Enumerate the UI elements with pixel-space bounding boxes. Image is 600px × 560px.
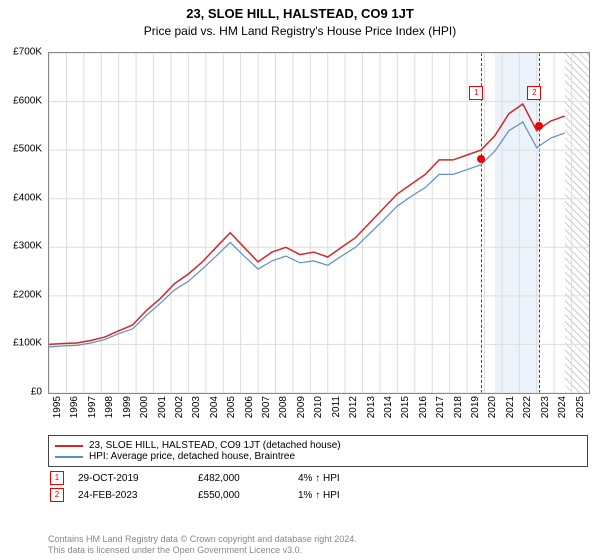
x-axis: 1995 1996 1997 1998 1999 2000 2001 2002 2003 2004…: [48, 394, 588, 434]
sale-marker-box: 1: [469, 86, 483, 100]
sale-pct: 1% ↑ HPI: [298, 490, 340, 501]
x-tick-label: 2023: [540, 396, 551, 418]
legend-swatch: [55, 456, 83, 458]
sale-date: 29-OCT-2019: [78, 473, 198, 484]
sale-dot: [535, 122, 543, 130]
x-tick-label: 2002: [174, 396, 185, 418]
x-tick-label: 2013: [366, 396, 377, 418]
footer-line-1: Contains HM Land Registry data © Crown c…: [48, 534, 588, 545]
y-tick-label: £500K: [13, 144, 42, 155]
sale-dot: [477, 155, 485, 163]
y-tick-label: £400K: [13, 192, 42, 203]
chart-plot-area: 12: [48, 52, 590, 394]
x-tick-label: 1995: [52, 396, 63, 418]
legend-row: 23, SLOE HILL, HALSTEAD, CO9 1JT (detach…: [55, 440, 581, 451]
x-tick-label: 2005: [226, 396, 237, 418]
sale-price: £482,000: [198, 473, 298, 484]
sale-row: 1 29-OCT-2019£482,0004% ↑ HPI: [48, 471, 588, 485]
x-tick-label: 2004: [209, 396, 220, 418]
x-tick-label: 1997: [87, 396, 98, 418]
x-tick-label: 2021: [505, 396, 516, 418]
x-tick-label: 2001: [157, 396, 168, 418]
sale-number-icon: 2: [50, 488, 64, 502]
y-tick-label: £100K: [13, 338, 42, 349]
x-tick-label: 1998: [104, 396, 115, 418]
legend-label: 23, SLOE HILL, HALSTEAD, CO9 1JT (detach…: [89, 440, 341, 451]
x-tick-label: 1996: [69, 396, 80, 418]
sale-date: 24-FEB-2023: [78, 490, 198, 501]
x-tick-label: 2011: [331, 396, 342, 418]
legend-label: HPI: Average price, detached house, Brai…: [89, 451, 295, 462]
x-tick-label: 2024: [557, 396, 568, 418]
y-axis: £0£100K£200K£300K£400K£500K£600K£700K: [0, 52, 48, 392]
x-tick-label: 2022: [522, 396, 533, 418]
sale-price: £550,000: [198, 490, 298, 501]
legend-box: 23, SLOE HILL, HALSTEAD, CO9 1JT (detach…: [48, 435, 588, 467]
x-tick-label: 2010: [313, 396, 324, 418]
x-tick-label: 2020: [487, 396, 498, 418]
x-tick-label: 2017: [435, 396, 446, 418]
x-tick-label: 1999: [122, 396, 133, 418]
x-tick-label: 2016: [418, 396, 429, 418]
legend-swatch: [55, 445, 83, 447]
x-tick-label: 2018: [453, 396, 464, 418]
y-tick-label: £700K: [13, 47, 42, 58]
y-tick-label: £600K: [13, 95, 42, 106]
footer: Contains HM Land Registry data © Crown c…: [48, 534, 588, 556]
x-tick-label: 2006: [244, 396, 255, 418]
chart-title: 23, SLOE HILL, HALSTEAD, CO9 1JT: [0, 6, 600, 21]
x-tick-label: 2019: [470, 396, 481, 418]
x-tick-label: 2015: [400, 396, 411, 418]
x-tick-label: 2009: [296, 396, 307, 418]
x-tick-label: 2025: [575, 396, 586, 418]
legend-row: HPI: Average price, detached house, Brai…: [55, 451, 581, 462]
x-tick-label: 2008: [278, 396, 289, 418]
x-tick-label: 2003: [191, 396, 202, 418]
sale-pct: 4% ↑ HPI: [298, 473, 340, 484]
sale-marker-box: 2: [527, 86, 541, 100]
x-tick-label: 2000: [139, 396, 150, 418]
legend-area: 23, SLOE HILL, HALSTEAD, CO9 1JT (detach…: [48, 435, 588, 505]
sale-number-icon: 1: [50, 471, 64, 485]
footer-line-2: This data is licensed under the Open Gov…: [48, 545, 588, 556]
x-tick-label: 2014: [383, 396, 394, 418]
sale-row: 2 24-FEB-2023£550,0001% ↑ HPI: [48, 488, 588, 502]
x-tick-label: 2012: [348, 396, 359, 418]
sales-box: 1 29-OCT-2019£482,0004% ↑ HPI 2 24-FEB-2023…: [48, 471, 588, 502]
chart-subtitle: Price paid vs. HM Land Registry's House …: [0, 24, 600, 38]
y-tick-label: £0: [31, 387, 42, 398]
y-tick-label: £200K: [13, 289, 42, 300]
x-tick-label: 2007: [261, 396, 272, 418]
y-tick-label: £300K: [13, 241, 42, 252]
